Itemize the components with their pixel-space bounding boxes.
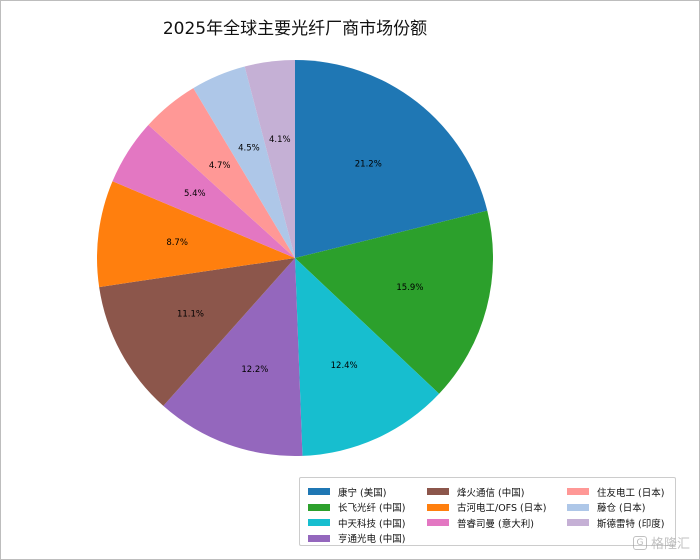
legend-swatch xyxy=(308,503,330,511)
legend-item: 烽火通信 (中国) xyxy=(427,484,546,500)
pie-slice xyxy=(148,88,295,258)
pie-slice xyxy=(97,181,295,288)
legend-swatch xyxy=(427,503,449,511)
slice-percent-label: 4.5% xyxy=(238,143,260,153)
slice-percent-label: 11.1% xyxy=(177,309,204,319)
pie-slice xyxy=(295,210,494,394)
slice-percent-label: 4.7% xyxy=(209,161,231,171)
pie-slice xyxy=(112,124,296,259)
slice-percent-label: 8.7% xyxy=(166,238,188,248)
legend-label: 斯德雷特 (印度) xyxy=(597,518,665,530)
chart-title: 2025年全球主要光纤厂商市场份额 xyxy=(162,19,428,39)
legend-column: 康宁 (美国) 长飞光纤 (中国) 中天科技 (中国) 亨通光电 (中国) xyxy=(308,484,405,546)
slice-percent-label: 4.1% xyxy=(269,135,291,145)
legend-swatch xyxy=(567,503,589,511)
legend-label: 康宁 (美国) xyxy=(338,487,387,499)
legend-label: 普睿司曼 (意大利) xyxy=(457,518,534,530)
legend-column: 烽火通信 (中国) 古河电工/OFS (日本) 普睿司曼 (意大利) xyxy=(427,484,546,531)
legend-item: 康宁 (美国) xyxy=(308,484,405,500)
legend-item: 住友电工 (日本) xyxy=(567,484,664,500)
legend-item: 普睿司曼 (意大利) xyxy=(427,515,546,531)
pie-slices xyxy=(97,60,494,457)
legend-column: 住友电工 (日本) 藤仓 (日本) 斯德雷特 (印度) xyxy=(567,484,664,531)
slice-percent-label: 5.4% xyxy=(184,189,206,199)
pie-slice xyxy=(99,258,296,406)
pie-slice xyxy=(295,60,488,258)
legend-item: 斯德雷特 (印度) xyxy=(567,515,664,531)
slice-percent-label: 12.4% xyxy=(331,361,358,371)
watermark: G 格隆汇 xyxy=(632,533,690,552)
pie-labels: 21.2% 15.9% 12.4% 12.2% 11.1% 8.7% 5.4% 4.7% 4.5… xyxy=(166,135,423,375)
pie-slice xyxy=(163,258,303,457)
legend-item: 亨通光电 (中国) xyxy=(308,531,405,547)
slice-percent-label: 15.9% xyxy=(396,283,423,293)
legend-label: 烽火通信 (中国) xyxy=(457,487,525,499)
legend-swatch xyxy=(308,519,330,527)
legend-item: 古河电工/OFS (日本) xyxy=(427,500,546,516)
legend-label: 住友电工 (日本) xyxy=(597,487,665,499)
legend-swatch xyxy=(427,488,449,496)
legend-label: 古河电工/OFS (日本) xyxy=(457,503,547,515)
pie-slice xyxy=(295,258,440,456)
pie-slice xyxy=(193,66,295,258)
pie-slice xyxy=(244,60,295,258)
legend-item: 长飞光纤 (中国) xyxy=(308,500,405,516)
legend-label: 亨通光电 (中国) xyxy=(338,534,406,546)
watermark-text: 格隆汇 xyxy=(650,537,690,552)
legend-swatch xyxy=(308,534,330,542)
legend-swatch xyxy=(567,519,589,527)
legend-swatch xyxy=(308,488,330,496)
watermark-logo-icon: G xyxy=(632,535,647,550)
chart-legend: 康宁 (美国) 长飞光纤 (中国) 中天科技 (中国) 亨通光电 (中国) 烽火通信 … xyxy=(299,477,676,546)
legend-swatch xyxy=(567,488,589,496)
legend-label: 中天科技 (中国) xyxy=(338,518,406,530)
slice-percent-label: 12.2% xyxy=(241,365,268,375)
slice-percent-label: 21.2% xyxy=(355,159,382,169)
legend-label: 长飞光纤 (中国) xyxy=(338,503,406,515)
legend-label: 藤仓 (日本) xyxy=(597,503,646,515)
legend-item: 中天科技 (中国) xyxy=(308,515,405,531)
legend-item: 藤仓 (日本) xyxy=(567,500,664,516)
legend-swatch xyxy=(427,519,449,527)
